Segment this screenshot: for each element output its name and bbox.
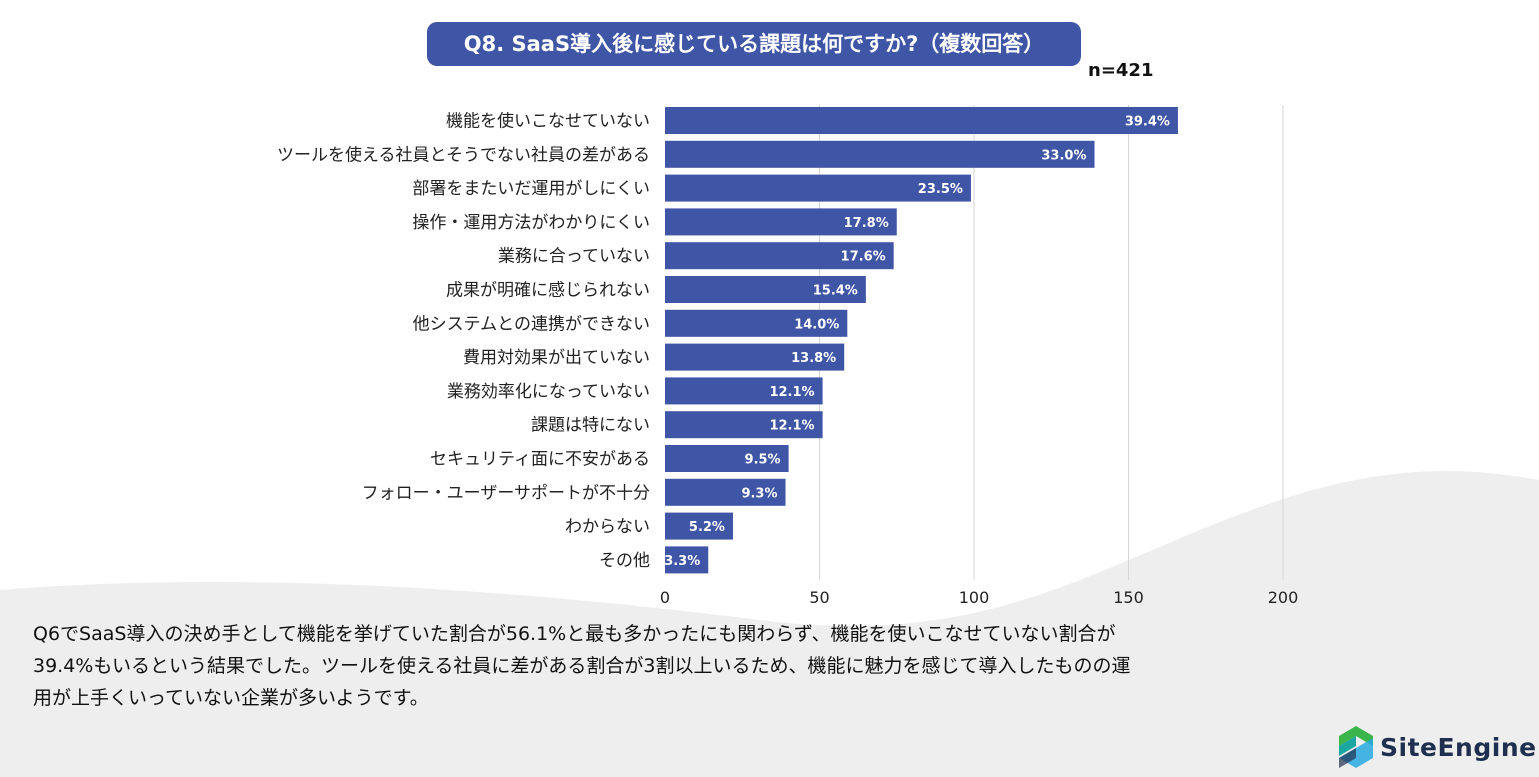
x-axis-ticks: 0 50 100 150 200 xyxy=(660,588,1298,607)
bar xyxy=(665,242,894,270)
category-label: 他システムとの連携ができない xyxy=(413,314,650,334)
summary-text: Q6でSaaS導入の決め手として機能を挙げていた割合が56.1%と最も多かったに… xyxy=(33,618,1433,714)
bar-value-label: 39.4% xyxy=(1125,115,1170,130)
bar xyxy=(665,377,823,405)
bar xyxy=(665,174,971,202)
category-label: 課題は特にない xyxy=(531,416,650,436)
category-label: 業務に合っていない xyxy=(498,247,650,267)
bar-value-label: 12.1% xyxy=(769,385,814,400)
bar-value-label: 9.3% xyxy=(741,486,777,501)
category-label: ツールを使える社員とそうでない社員の差がある xyxy=(277,144,650,165)
page-title: Q8. SaaS導入後に感じている課題は何ですか?（複数回答） xyxy=(427,22,1081,66)
bar xyxy=(665,309,848,337)
site-engine-logo: SiteEngine xyxy=(1336,722,1537,772)
bar-value-label: 33.0% xyxy=(1041,148,1086,163)
bar-value-label: 17.8% xyxy=(844,216,889,231)
bar xyxy=(665,208,897,236)
category-label: 操作・運用方法がわかりにくい xyxy=(412,213,650,233)
category-label: わからない xyxy=(565,517,650,537)
summary-line: Q6でSaaS導入の決め手として機能を挙げていた割合が56.1%と最も多かったに… xyxy=(33,623,1116,645)
bar-value-label: 15.4% xyxy=(813,284,858,299)
bars: 39.4% 33.0% 23.5% 17.8% 17.6% 15.4% 14.0% 13.8%… xyxy=(664,107,1178,574)
category-label: 費用対効果が出ていない xyxy=(463,348,650,368)
category-label: 業務効率化になっていない xyxy=(447,382,650,402)
sample-size: n=421 xyxy=(1088,60,1154,81)
bar xyxy=(665,478,786,506)
summary-line: 用が上手くいっていない企業が多いようです。 xyxy=(33,687,429,709)
site-engine-logo-icon xyxy=(1339,726,1373,768)
bar xyxy=(665,445,789,472)
bar-value-label: 14.0% xyxy=(794,317,839,332)
category-label: 部署をまたいだ運用がしにくい xyxy=(412,179,650,199)
bar xyxy=(665,276,866,303)
bar-value-label: 5.2% xyxy=(689,520,725,535)
logo-text: SiteEngine xyxy=(1380,732,1537,762)
category-label: セキュリティ面に不安がある xyxy=(430,450,650,470)
summary-line: 39.4%もいるという結果でした。ツールを使える社員に差がある割合が3割以上いる… xyxy=(33,655,1131,677)
bar xyxy=(665,140,1095,168)
category-label: 機能を使いこなせていない xyxy=(446,111,650,132)
bar-value-label: 12.1% xyxy=(769,419,814,434)
category-labels: 機能を使いこなせていないツールを使える社員とそうでない社員の差がある部署をまたい… xyxy=(277,111,650,571)
category-label: その他 xyxy=(599,551,650,571)
x-tick-label: 150 xyxy=(1113,588,1144,607)
category-label: フォロー・ユーザーサポートが不十分 xyxy=(362,483,650,503)
bar xyxy=(665,512,733,540)
bar-value-label: 3.3% xyxy=(664,554,700,569)
x-tick-label: 0 xyxy=(660,588,670,607)
bar-value-label: 9.5% xyxy=(745,453,781,468)
x-tick-label: 200 xyxy=(1268,588,1299,607)
x-tick-label: 50 xyxy=(809,588,829,607)
bar xyxy=(665,411,823,439)
bar-value-label: 23.5% xyxy=(918,182,963,197)
x-tick-label: 100 xyxy=(959,588,990,607)
bar xyxy=(665,107,1178,134)
category-label: 成果が明確に感じられない xyxy=(446,281,650,301)
bar xyxy=(665,546,709,574)
bar xyxy=(665,343,845,371)
bar-value-label: 13.8% xyxy=(791,351,836,366)
bar-value-label: 17.6% xyxy=(841,250,886,265)
